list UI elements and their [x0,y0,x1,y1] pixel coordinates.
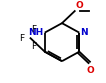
Text: F: F [31,25,36,34]
Text: O: O [76,1,84,10]
Text: NH: NH [28,28,44,37]
Text: F: F [19,34,24,43]
Text: F: F [31,42,36,51]
Text: N: N [80,28,88,37]
Text: O: O [86,66,94,75]
